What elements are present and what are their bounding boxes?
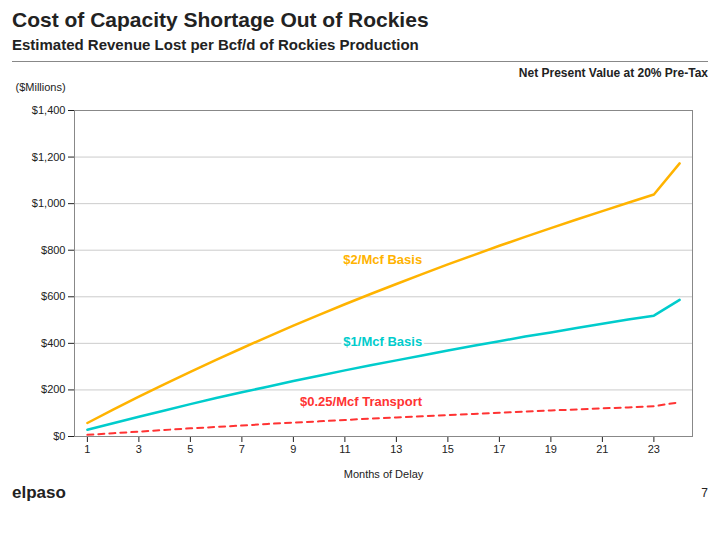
svg-text:23: 23 <box>648 443 660 455</box>
svg-text:$600: $600 <box>41 290 65 302</box>
svg-text:$1/Mcf Basis: $1/Mcf Basis <box>343 334 422 349</box>
svg-text:13: 13 <box>390 443 402 455</box>
svg-text:$1,200: $1,200 <box>32 151 66 163</box>
svg-text:Months of Delay: Months of Delay <box>344 468 424 480</box>
svg-text:$400: $400 <box>41 337 65 349</box>
svg-text:7: 7 <box>239 443 245 455</box>
svg-text:$1,400: $1,400 <box>32 104 66 116</box>
svg-text:$200: $200 <box>41 383 65 395</box>
svg-text:9: 9 <box>290 443 296 455</box>
html-text:Net Present Value at 20% Pre-T: Net Present Value at 20% Pre-Tax <box>518 66 708 80</box>
svg-text:17: 17 <box>493 443 505 455</box>
svg-text:$1,000: $1,000 <box>32 197 66 209</box>
svg-text:$0.25/Mcf Transport: $0.25/Mcf Transport <box>300 394 423 409</box>
html-text:Cost of Capacity Shortage Out: Cost of Capacity Shortage Out of Rockies <box>12 8 429 31</box>
svg-text:$2/Mcf Basis: $2/Mcf Basis <box>343 252 422 267</box>
svg-text:5: 5 <box>187 443 193 455</box>
svg-text:3: 3 <box>136 443 142 455</box>
html-text:elpaso: elpaso <box>12 483 66 502</box>
svg-text:$0: $0 <box>53 430 65 442</box>
svg-text:21: 21 <box>596 443 608 455</box>
svg-text:15: 15 <box>442 443 454 455</box>
svg-text:11: 11 <box>339 443 350 455</box>
html-text:Estimated Revenue Lost per Bcf: Estimated Revenue Lost per Bcf/d of Rock… <box>12 36 419 53</box>
svg-text:$800: $800 <box>41 244 65 256</box>
svg-text:1: 1 <box>84 443 90 455</box>
svg-text:19: 19 <box>545 443 557 455</box>
svg-text:($Millions): ($Millions) <box>16 81 66 93</box>
html-text:7: 7 <box>701 486 708 500</box>
